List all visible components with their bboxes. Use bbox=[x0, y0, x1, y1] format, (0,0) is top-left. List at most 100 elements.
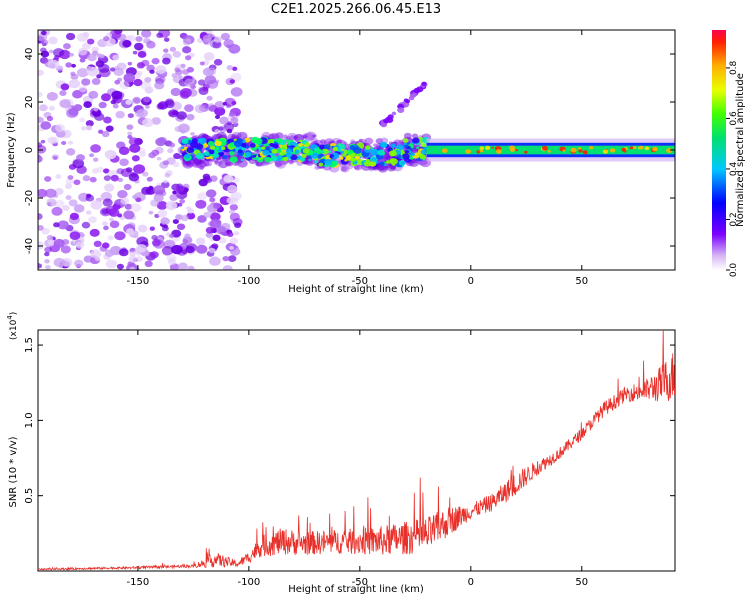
noise-blob bbox=[38, 116, 44, 124]
signal-core-blob bbox=[281, 144, 288, 150]
noise-blob bbox=[161, 181, 170, 189]
noise-blob bbox=[137, 224, 148, 233]
signal-core-blob bbox=[377, 149, 385, 156]
noise-blob bbox=[215, 226, 227, 235]
noise-blob bbox=[205, 189, 217, 198]
noise-blob bbox=[83, 101, 92, 108]
noise-blob bbox=[162, 160, 170, 166]
signal-core-blob bbox=[255, 156, 260, 160]
noise-blob bbox=[195, 199, 207, 209]
spectrogram-ylabel: Frequency (Hz) bbox=[6, 112, 17, 188]
noise-blob bbox=[93, 240, 102, 248]
noise-blob bbox=[177, 262, 188, 270]
signal-core-blob bbox=[209, 145, 216, 150]
signal-core-blob bbox=[423, 147, 428, 151]
noise-blob bbox=[41, 228, 50, 235]
signal-core-blob bbox=[212, 152, 220, 159]
snr-xtick-label: 0 bbox=[468, 577, 474, 588]
noise-blob bbox=[86, 65, 92, 70]
spectrogram-panel: -150 -100 -50 0 50 -40 -20 0 20 40 Height of stra… bbox=[6, 29, 676, 295]
noise-blob bbox=[48, 49, 54, 54]
noise-blob bbox=[170, 87, 181, 97]
noise-blob bbox=[101, 93, 111, 102]
noise-blob bbox=[208, 105, 218, 113]
noise-blob bbox=[89, 176, 97, 183]
noise-blob bbox=[175, 69, 183, 76]
noise-blob bbox=[214, 115, 220, 120]
signal-core-blob bbox=[180, 146, 185, 150]
noise-blob bbox=[128, 173, 140, 182]
colorbar-tick-label: 0.4 bbox=[729, 162, 739, 177]
signal-halo-blob bbox=[205, 162, 212, 167]
signal-core-blob bbox=[245, 145, 250, 149]
noise-blob bbox=[234, 222, 242, 229]
noise-blob bbox=[183, 187, 189, 192]
noise-blob bbox=[171, 244, 183, 255]
noise-blob bbox=[109, 67, 116, 72]
tone-peak-blob bbox=[621, 147, 627, 152]
noise-blob bbox=[93, 107, 99, 112]
signal-halo-blob bbox=[376, 164, 385, 171]
noise-blob bbox=[145, 105, 150, 109]
signal-core-blob bbox=[235, 147, 239, 151]
noise-blob bbox=[123, 183, 132, 191]
signal-core-blob bbox=[318, 162, 324, 167]
signal-core-blob bbox=[254, 137, 263, 145]
signal-core-blob bbox=[285, 148, 292, 154]
noise-blob bbox=[169, 46, 177, 52]
noise-blob bbox=[180, 129, 186, 134]
noise-blob bbox=[70, 71, 76, 76]
noise-blob bbox=[116, 77, 123, 82]
noise-blob bbox=[164, 99, 175, 109]
noise-blob bbox=[127, 131, 133, 136]
noise-blob bbox=[136, 243, 147, 253]
noise-blob bbox=[144, 260, 153, 268]
noise-blob bbox=[81, 221, 91, 229]
noise-blob bbox=[131, 155, 140, 162]
noise-blob bbox=[125, 99, 132, 105]
noise-blob bbox=[142, 118, 154, 128]
noise-blob bbox=[50, 137, 59, 144]
noise-blob bbox=[120, 197, 130, 205]
noise-blob bbox=[68, 79, 81, 89]
noise-blob bbox=[126, 124, 134, 130]
signal-core-blob bbox=[262, 149, 270, 156]
signal-core-blob bbox=[308, 158, 312, 162]
signal-core-blob bbox=[261, 146, 266, 150]
noise-blob bbox=[160, 217, 170, 225]
noise-blob bbox=[109, 30, 122, 39]
signal-core-blob bbox=[184, 158, 189, 162]
tone-peak-blob bbox=[541, 145, 548, 151]
noise-blob bbox=[214, 129, 220, 134]
noise-blob bbox=[45, 265, 51, 270]
noise-blob bbox=[143, 96, 151, 103]
spectrogram-xtick-label: 50 bbox=[575, 276, 588, 287]
signal-core-blob bbox=[244, 151, 252, 158]
noise-blob bbox=[104, 149, 117, 160]
signal-halo-blob bbox=[373, 143, 378, 147]
noise-blob bbox=[39, 104, 48, 112]
noise-blob bbox=[101, 208, 109, 215]
noise-blob bbox=[148, 210, 154, 215]
noise-blob bbox=[163, 37, 170, 42]
noise-blob bbox=[168, 142, 176, 148]
signal-halo-blob bbox=[288, 160, 294, 165]
noise-blob bbox=[180, 87, 192, 98]
signal-core-blob bbox=[397, 154, 403, 159]
colorbar-label: Normalized spectral amplitude bbox=[735, 73, 746, 227]
signal-core-blob bbox=[389, 158, 398, 165]
noise-blob bbox=[81, 78, 91, 86]
noise-blob bbox=[98, 129, 104, 134]
signal-core-blob bbox=[181, 148, 185, 152]
noise-blob bbox=[167, 148, 174, 154]
noise-blob bbox=[94, 112, 105, 121]
noise-blob bbox=[82, 175, 91, 182]
noise-blob bbox=[126, 228, 135, 235]
spectrogram-ytick-label: 0 bbox=[24, 147, 35, 153]
noise-blob bbox=[133, 78, 143, 87]
noise-blob bbox=[103, 36, 110, 42]
noise-blob bbox=[156, 32, 164, 39]
snr-ticks: -150 -100 -50 0 50 0.5 1.0 1.5 bbox=[24, 330, 675, 588]
noise-blob bbox=[171, 73, 177, 78]
noise-blob bbox=[98, 101, 107, 109]
